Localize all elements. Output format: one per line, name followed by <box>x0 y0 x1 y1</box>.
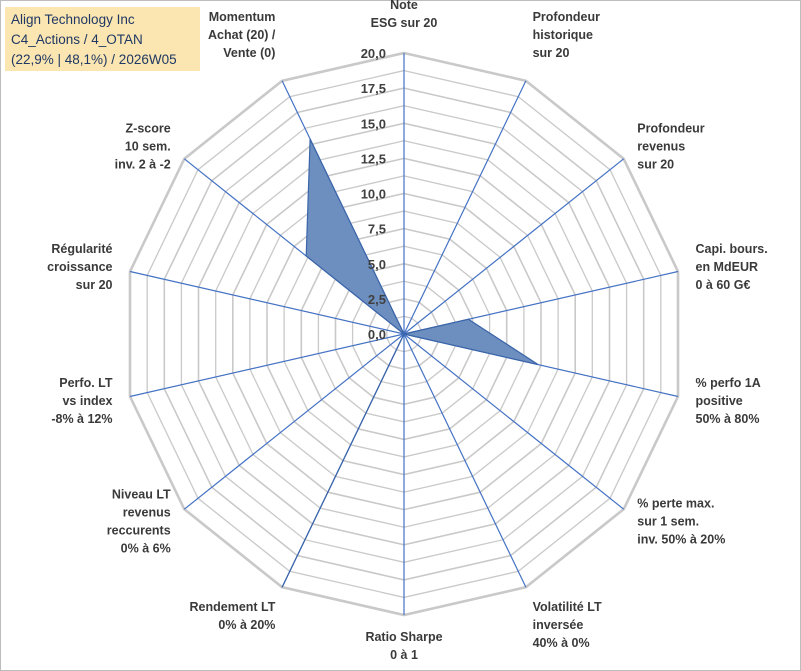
axis-label: % perfo 1A positive 50% à 80% <box>696 376 761 426</box>
axis-label: Profondeur historique sur 20 <box>533 10 600 60</box>
axis-label-line: Momentum <box>209 10 276 24</box>
radar-spoke <box>403 333 625 510</box>
tick-label: 12,5 <box>361 151 386 166</box>
axis-label-line: Note <box>390 0 418 12</box>
axis-label-line: Z-score <box>126 121 171 135</box>
tick-label: 5,0 <box>368 257 386 272</box>
axis-label-line: historique <box>533 28 593 42</box>
axis-label-line: -8% à 12% <box>51 412 112 426</box>
axis-label-line: croissance <box>47 260 112 274</box>
axis-label-line: sur 20 <box>533 46 570 60</box>
radar-axis-labels: Note ESG sur 20 Profondeur historique sur 20… <box>47 0 768 662</box>
radar-spoke <box>403 333 527 588</box>
axis-label-line: ESG sur 20 <box>371 16 438 30</box>
axis-label-line: 40% à 0% <box>533 636 590 650</box>
axis-label: Ratio Sharpe 0 à 1 <box>365 630 442 662</box>
title-company: Align Technology Inc <box>11 12 135 27</box>
axis-label-line: Profondeur <box>533 10 600 24</box>
axis-label-line: revenus <box>123 506 171 520</box>
radar-spoke <box>403 158 625 335</box>
axis-label-line: Profondeur <box>637 121 704 135</box>
tick-label: 17,5 <box>361 81 386 96</box>
axis-label: Note ESG sur 20 <box>371 0 438 30</box>
radar-tick-labels: 0,0 2,5 5,0 7,5 10,0 12,5 15,0 17,5 20,0 <box>361 46 386 342</box>
axis-label: Volatilité LT inversée 40% à 0% <box>533 600 602 650</box>
radar-spoke <box>403 80 527 335</box>
axis-label-line: revenus <box>637 139 685 153</box>
axis-label: Z-score 10 sem. inv. 2 à -2 <box>115 121 171 171</box>
radar-spoke <box>183 333 405 510</box>
axis-label: Perfo. LT vs index -8% à 12% <box>51 376 113 426</box>
axis-label-line: Achat (20) / <box>208 28 276 42</box>
radar-spoke <box>129 270 405 335</box>
axis-label-line: Volatilité LT <box>533 600 602 614</box>
tick-label: 20,0 <box>361 46 386 61</box>
axis-label-line: inversée <box>533 618 584 632</box>
axis-label: % perte max. sur 1 sem. inv. 50% à 20% <box>637 497 725 547</box>
axis-label-line: Capi. bours. <box>696 242 768 256</box>
axis-label-line: % perte max. <box>637 497 714 511</box>
title-category: C4_Actions / 4_OTAN <box>11 32 143 47</box>
tick-label: 7,5 <box>368 222 386 237</box>
axis-label-line: 0% à 6% <box>121 542 171 556</box>
axis-label-line: % perfo 1A <box>696 376 761 390</box>
series-area <box>281 138 539 588</box>
axis-label-line: sur 20 <box>76 278 113 292</box>
axis-label-line: positive <box>696 394 743 408</box>
axis-label-line: Rendement LT <box>190 600 276 614</box>
axis-label-line: en MdEUR <box>696 260 759 274</box>
axis-label: Rendement LT 0% à 20% <box>190 600 276 632</box>
axis-label: Capi. bours. en MdEUR 0 à 60 G€ <box>696 242 768 292</box>
title-box: Align Technology Inc C4_Actions / 4_OTAN… <box>5 7 200 71</box>
axis-label-line: Niveau LT <box>112 488 171 502</box>
axis-label: Momentum Achat (20) / Vente (0) <box>208 10 276 60</box>
axis-label-line: sur 20 <box>637 157 674 171</box>
axis-label-line: 0 à 60 G€ <box>696 278 751 292</box>
axis-label-line: Vente (0) <box>223 46 275 60</box>
axis-label: Régularité croissance sur 20 <box>47 242 112 292</box>
axis-label-line: sur 1 sem. <box>637 515 699 529</box>
axis-label: Niveau LT revenus reccurents 0% à 6% <box>107 488 171 556</box>
tick-label: 2,5 <box>368 292 386 307</box>
axis-label-line: Ratio Sharpe <box>365 630 442 644</box>
axis-label: Profondeur revenus sur 20 <box>637 121 704 171</box>
axis-label-line: Perfo. LT <box>59 376 113 390</box>
axis-label-line: Régularité <box>51 242 112 256</box>
tick-label: 10,0 <box>361 187 386 202</box>
title-stats: (22,9% | 48,1%) / 2026W05 <box>11 52 177 67</box>
axis-label-line: inv. 2 à -2 <box>115 157 171 171</box>
axis-label-line: 0% à 20% <box>218 618 275 632</box>
axis-label-line: 50% à 80% <box>696 412 760 426</box>
axis-label-line: vs index <box>62 394 112 408</box>
axis-label-line: 0 à 1 <box>390 648 418 662</box>
radar-series <box>281 138 539 588</box>
axis-label-line: 10 sem. <box>125 139 171 153</box>
axis-label-line: inv. 50% à 20% <box>637 533 725 547</box>
tick-label: 15,0 <box>361 116 386 131</box>
tick-label: 0,0 <box>368 327 386 342</box>
axis-label-line: reccurents <box>107 524 171 538</box>
radar-spoke <box>129 333 405 398</box>
